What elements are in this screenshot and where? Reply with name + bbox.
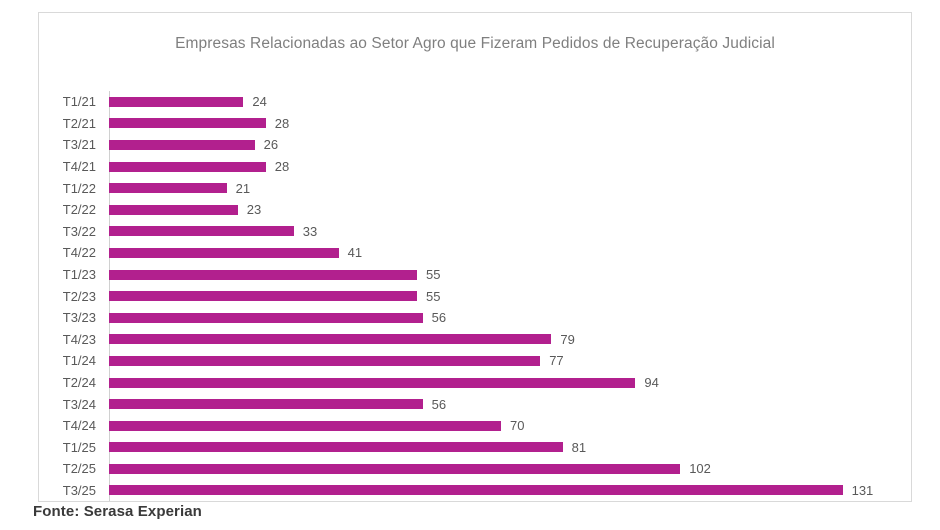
value-label: 102 [689, 461, 711, 477]
category-label: T3/23 [62, 310, 96, 326]
bar-row: T2/21 28 [39, 113, 911, 135]
bar [109, 96, 244, 107]
chart-title: Empresas Relacionadas ao Setor Agro que … [175, 35, 775, 52]
bar-row: T3/23 56 [39, 307, 911, 329]
bar-row: T4/21 28 [39, 156, 911, 178]
category-label: T1/21 [62, 94, 96, 110]
bar [109, 334, 552, 345]
bar [109, 312, 423, 323]
bar [109, 183, 227, 194]
bar [109, 291, 417, 302]
category-label: T1/22 [62, 180, 96, 196]
bar [109, 463, 681, 474]
value-label: 26 [263, 137, 279, 153]
category-label: T3/21 [62, 137, 96, 153]
bar [109, 399, 423, 410]
bar-row: T3/24 56 [39, 393, 911, 415]
bar [109, 204, 238, 215]
bar [109, 355, 541, 366]
value-label: 21 [235, 180, 251, 196]
category-label: T4/23 [62, 331, 96, 347]
category-label: T4/22 [62, 245, 96, 261]
category-label: T1/24 [62, 353, 96, 369]
value-label: 79 [560, 331, 575, 347]
value-label: 24 [252, 94, 267, 110]
category-label: T1/25 [62, 439, 96, 455]
bar-row: T1/25 81 [39, 437, 911, 459]
bar-row: T3/22 33 [39, 221, 911, 243]
bar-row: T4/24 70 [39, 415, 911, 437]
value-label: 28 [274, 115, 290, 131]
bar-row: T1/24 77 [39, 350, 911, 372]
category-label: T4/21 [62, 159, 96, 175]
value-label: 81 [571, 439, 587, 455]
chart-frame: Empresas Relacionadas ao Setor Agro que … [38, 12, 912, 502]
value-label: 56 [431, 310, 447, 326]
category-label: T2/22 [62, 202, 96, 218]
bar [109, 247, 339, 258]
value-label: 55 [426, 267, 441, 283]
bar-row: T2/25 102 [39, 458, 911, 480]
value-label: 55 [426, 288, 441, 304]
value-label: 23 [246, 202, 262, 218]
bar-row: T1/23 55 [39, 264, 911, 286]
category-label: T1/23 [62, 267, 96, 283]
bar [109, 118, 266, 129]
bar-row: T4/22 41 [39, 242, 911, 264]
category-label: T2/24 [62, 375, 96, 391]
bar-row: T1/22 21 [39, 177, 911, 199]
category-label: T2/25 [62, 461, 96, 477]
value-label: 41 [347, 245, 363, 261]
plot-area: T1/21 24 T2/21 28 T3/21 26 T4/21 28 T1/22 21 T2/22… [39, 91, 911, 501]
bar [109, 442, 563, 453]
bar-row: T2/22 23 [39, 199, 911, 221]
bar-rows: T1/21 24 T2/21 28 T3/21 26 T4/21 28 T1/22 21 T2/22… [39, 91, 911, 501]
bar [109, 139, 255, 150]
category-label: T2/21 [62, 115, 96, 131]
value-label: 33 [302, 223, 318, 239]
value-label: 131 [851, 482, 874, 498]
category-label: T2/23 [62, 288, 96, 304]
category-label: T3/25 [62, 482, 96, 498]
bar-row: T2/24 94 [39, 372, 911, 394]
bar [109, 377, 636, 388]
bar-row: T3/25 131 [39, 480, 911, 502]
source-note: Fonte: Serasa Experian [33, 503, 202, 520]
category-label: T3/22 [62, 223, 96, 239]
value-label: 70 [510, 418, 525, 434]
value-label: 94 [644, 375, 659, 391]
bar-row: T1/21 24 [39, 91, 911, 113]
bar [109, 161, 266, 172]
category-label: T4/24 [62, 418, 96, 434]
value-label: 77 [549, 353, 564, 369]
value-label: 28 [274, 159, 290, 175]
bar [109, 226, 294, 237]
category-label: T3/24 [62, 396, 96, 412]
bar-row: T2/23 55 [39, 285, 911, 307]
bar-row: T3/21 26 [39, 134, 911, 156]
bar [109, 485, 843, 496]
bar-row: T4/23 79 [39, 329, 911, 351]
bar [109, 269, 417, 280]
bar [109, 420, 501, 431]
value-label: 56 [431, 396, 447, 412]
